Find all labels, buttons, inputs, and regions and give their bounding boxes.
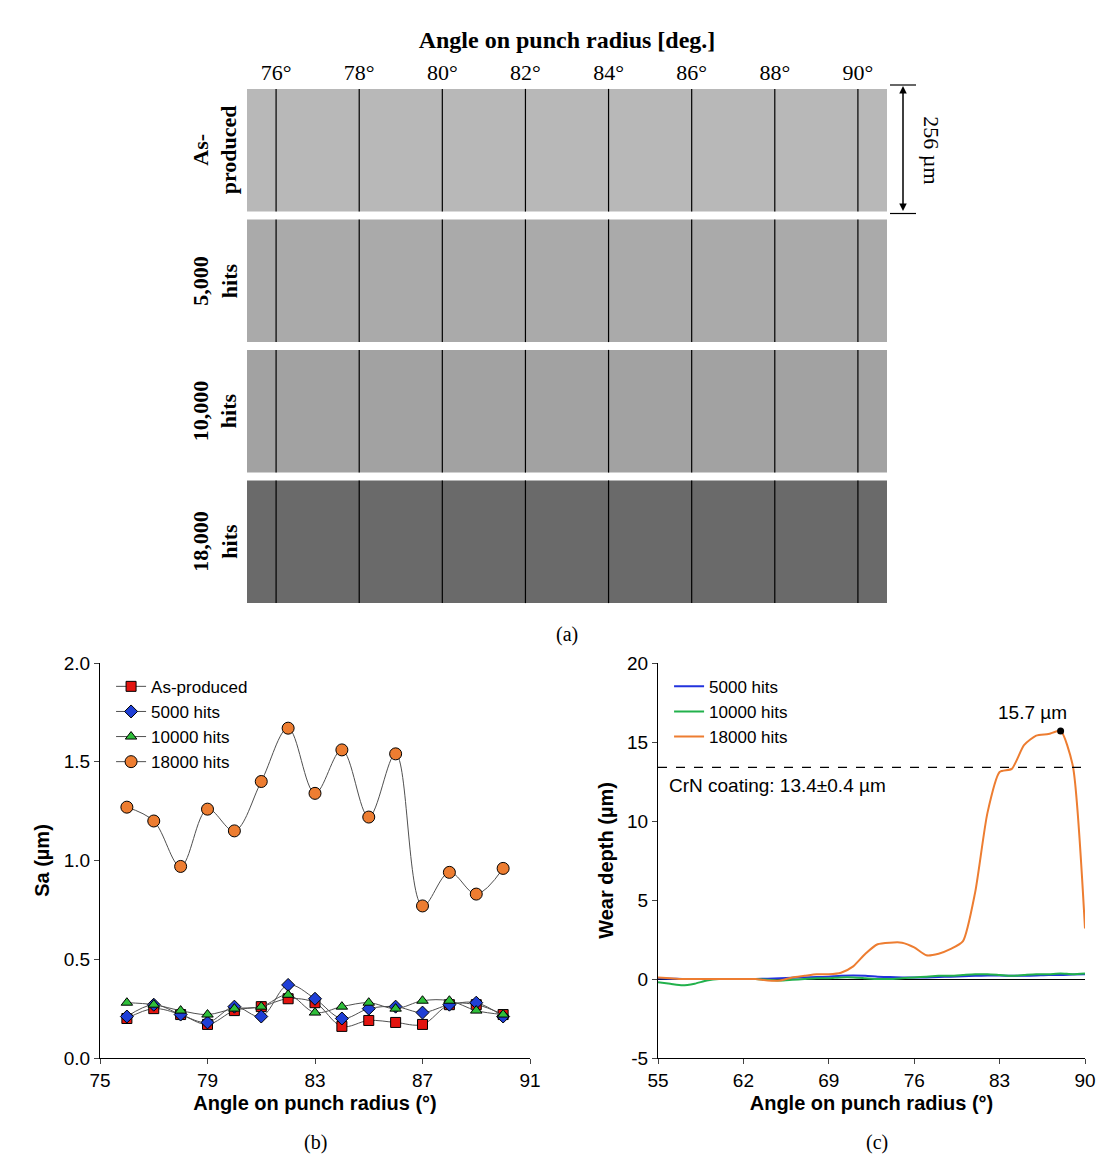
svg-text:5000 hits: 5000 hits [709, 678, 778, 697]
svg-text:(b): (b) [304, 1131, 327, 1154]
svg-text:0: 0 [638, 969, 649, 990]
svg-text:18000 hits: 18000 hits [151, 753, 229, 772]
svg-text:5000 hits: 5000 hits [151, 703, 220, 722]
svg-text:75: 75 [89, 1070, 110, 1091]
svg-text:84°: 84° [593, 60, 624, 85]
svg-text:Wear depth (µm): Wear depth (µm) [595, 782, 617, 939]
svg-text:5,000hits: 5,000hits [188, 256, 242, 306]
svg-text:Sa (µm): Sa (µm) [31, 824, 53, 897]
svg-text:5: 5 [638, 890, 649, 911]
svg-text:CrN coating: 13.4±0.4 µm: CrN coating: 13.4±0.4 µm [669, 775, 886, 796]
svg-text:2.0: 2.0 [64, 653, 90, 674]
svg-text:10: 10 [627, 811, 648, 832]
svg-text:76°: 76° [261, 60, 292, 85]
svg-text:15.7 µm: 15.7 µm [998, 702, 1067, 723]
svg-text:83: 83 [304, 1070, 325, 1091]
svg-text:0.0: 0.0 [64, 1048, 90, 1069]
svg-text:(a): (a) [556, 623, 578, 646]
svg-text:69: 69 [818, 1070, 839, 1091]
svg-text:-5: -5 [631, 1048, 648, 1069]
svg-text:82°: 82° [510, 60, 541, 85]
svg-text:As-produced: As-produced [188, 105, 242, 194]
svg-text:79: 79 [197, 1070, 218, 1091]
svg-text:15: 15 [627, 732, 648, 753]
svg-text:91: 91 [519, 1070, 540, 1091]
svg-text:10000 hits: 10000 hits [709, 703, 787, 722]
svg-text:78°: 78° [344, 60, 375, 85]
svg-text:0.5: 0.5 [64, 949, 90, 970]
svg-text:87: 87 [412, 1070, 433, 1091]
svg-text:18000 hits: 18000 hits [709, 728, 787, 747]
svg-text:Angle on punch radius (°): Angle on punch radius (°) [193, 1092, 437, 1114]
svg-text:20: 20 [627, 653, 648, 674]
svg-text:90°: 90° [843, 60, 874, 85]
svg-text:1.5: 1.5 [64, 751, 90, 772]
svg-text:55: 55 [647, 1070, 668, 1091]
svg-text:10000 hits: 10000 hits [151, 728, 229, 747]
svg-text:10,000hits: 10,000hits [188, 381, 242, 442]
svg-text:256 µm: 256 µm [919, 116, 944, 184]
svg-text:1.0: 1.0 [64, 850, 90, 871]
svg-text:88°: 88° [759, 60, 790, 85]
svg-text:76: 76 [904, 1070, 925, 1091]
svg-text:62: 62 [733, 1070, 754, 1091]
svg-text:As-produced: As-produced [151, 678, 247, 697]
svg-text:Angle on punch radius (°): Angle on punch radius (°) [750, 1092, 994, 1114]
svg-text:80°: 80° [427, 60, 458, 85]
svg-text:Angle on punch radius [deg.]: Angle on punch radius [deg.] [419, 27, 716, 53]
svg-text:18,000hits: 18,000hits [188, 511, 242, 572]
svg-text:86°: 86° [676, 60, 707, 85]
svg-text:83: 83 [989, 1070, 1010, 1091]
svg-text:(c): (c) [866, 1131, 888, 1154]
svg-text:90: 90 [1074, 1070, 1095, 1091]
